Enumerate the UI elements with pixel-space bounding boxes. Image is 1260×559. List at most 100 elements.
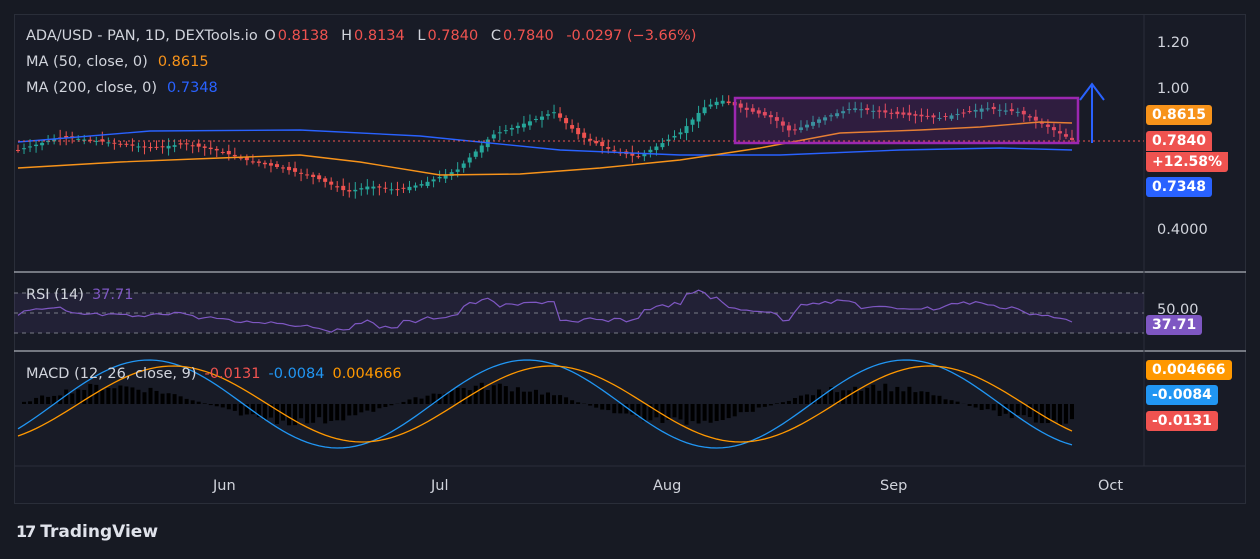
- change-percent-label: +12.58%: [1146, 152, 1229, 172]
- macd-histogram-bar: [305, 404, 310, 424]
- macd-histogram-bar: [883, 383, 888, 404]
- macd-histogram-bar: [268, 404, 273, 418]
- macd-histogram-bar: [311, 404, 316, 423]
- candle-body: [461, 163, 466, 168]
- macd-histogram-bar: [630, 404, 635, 415]
- candle-body: [425, 181, 430, 186]
- macd-histogram-bar: [949, 400, 954, 404]
- rsi-label: RSI (14): [26, 287, 84, 303]
- candle-body: [804, 124, 809, 128]
- candle-body: [600, 141, 605, 147]
- candle-body: [395, 189, 400, 191]
- macd-histogram-bar: [901, 391, 906, 404]
- candle-body: [479, 145, 484, 153]
- candle-body: [154, 146, 159, 148]
- macd-histogram-bar: [407, 399, 412, 404]
- macd-histogram-bar: [202, 403, 207, 404]
- candle-body: [690, 119, 695, 125]
- macd-histogram-bar: [40, 395, 45, 404]
- candle-body: [672, 135, 677, 138]
- candle-body: [160, 146, 165, 148]
- macd-histogram-bar: [365, 404, 370, 411]
- macd-histogram-bar: [750, 404, 755, 412]
- macd-histogram-bar: [871, 384, 876, 404]
- macd-histogram-bar: [274, 404, 279, 425]
- macd-histogram-bar: [473, 385, 478, 404]
- candle-body: [913, 114, 918, 116]
- macd-histogram-bar: [208, 404, 213, 406]
- macd-histogram-bar: [467, 390, 472, 404]
- macd-histogram-bar: [841, 390, 846, 404]
- macd-histogram-bar: [82, 389, 87, 404]
- candle-body: [943, 116, 948, 118]
- candle-body: [570, 125, 575, 129]
- candle-body: [588, 138, 593, 141]
- macd-line: [17, 359, 1073, 449]
- macd-histogram-bar: [238, 404, 243, 416]
- macd-histogram-bar: [184, 398, 189, 404]
- rsi-tick: 50.00: [1157, 302, 1199, 318]
- candle-body: [991, 106, 996, 110]
- candle-body: [383, 187, 388, 189]
- candle-body: [961, 112, 966, 114]
- macd-histogram-bar: [865, 387, 870, 404]
- rsi-price-label: 37.71: [1146, 315, 1203, 335]
- macd-histogram-bar: [497, 383, 502, 404]
- candle-body: [389, 189, 394, 191]
- candle-body: [533, 118, 538, 120]
- candle-body: [214, 148, 219, 151]
- candle-body: [455, 169, 460, 172]
- tradingview-logo[interactable]: 17 TradingView: [16, 522, 158, 542]
- candle-body: [558, 113, 563, 118]
- open-value: 0.8138: [277, 28, 329, 44]
- candle-body: [238, 157, 243, 159]
- macd-histogram-bar: [690, 404, 695, 422]
- candle-body: [702, 107, 707, 114]
- candle-body: [136, 146, 141, 148]
- candle-body: [34, 144, 39, 147]
- macd-histogram-bar: [479, 382, 484, 404]
- candle-body: [780, 121, 785, 126]
- macd-price-label: -0.0084: [1146, 385, 1218, 405]
- candle-body: [612, 150, 617, 152]
- x-tick-oct: Oct: [1098, 478, 1124, 494]
- macd-histogram-bar: [178, 396, 183, 404]
- candle-body: [539, 116, 544, 120]
- candle-body: [901, 112, 906, 115]
- macd-histogram-bar: [250, 404, 255, 415]
- macd-histogram-bar: [684, 404, 689, 425]
- macd-histogram-bar: [100, 390, 105, 404]
- candle-body: [124, 143, 129, 145]
- candle-body: [401, 187, 406, 189]
- candle-body: [949, 115, 954, 119]
- ma50-price-label: 0.8615: [1146, 105, 1213, 125]
- macd-histogram-bar: [443, 393, 448, 404]
- candle-body: [895, 111, 900, 115]
- macd-histogram-bar: [1015, 404, 1020, 415]
- candle-body: [937, 117, 942, 119]
- macd-histogram-bar: [762, 404, 767, 407]
- up-arrow-head: [1079, 82, 1105, 101]
- macd-histogram-bar: [190, 400, 195, 404]
- candle-body: [64, 136, 69, 138]
- candle-body: [413, 185, 418, 188]
- candle-body: [1045, 124, 1050, 127]
- candle-body: [112, 142, 117, 144]
- macd-histogram-bar: [576, 402, 581, 404]
- macd-histogram-bar: [1021, 404, 1026, 416]
- candle-body: [877, 110, 882, 112]
- macd-histogram-bar: [389, 404, 394, 406]
- candle-body: [473, 151, 478, 157]
- candle-body: [859, 109, 864, 111]
- macd-histogram-bar: [226, 404, 231, 410]
- macd-histogram-bar: [256, 404, 261, 418]
- candle-body: [268, 163, 273, 166]
- candle-body: [256, 161, 261, 163]
- candle-body: [527, 121, 532, 126]
- rsi-value: 37.71: [91, 287, 134, 303]
- macd-histogram-bar: [533, 389, 538, 404]
- macd-histogram-bar: [353, 404, 358, 416]
- macd-histogram-bar: [359, 404, 364, 413]
- macd-histogram-bar: [88, 383, 93, 404]
